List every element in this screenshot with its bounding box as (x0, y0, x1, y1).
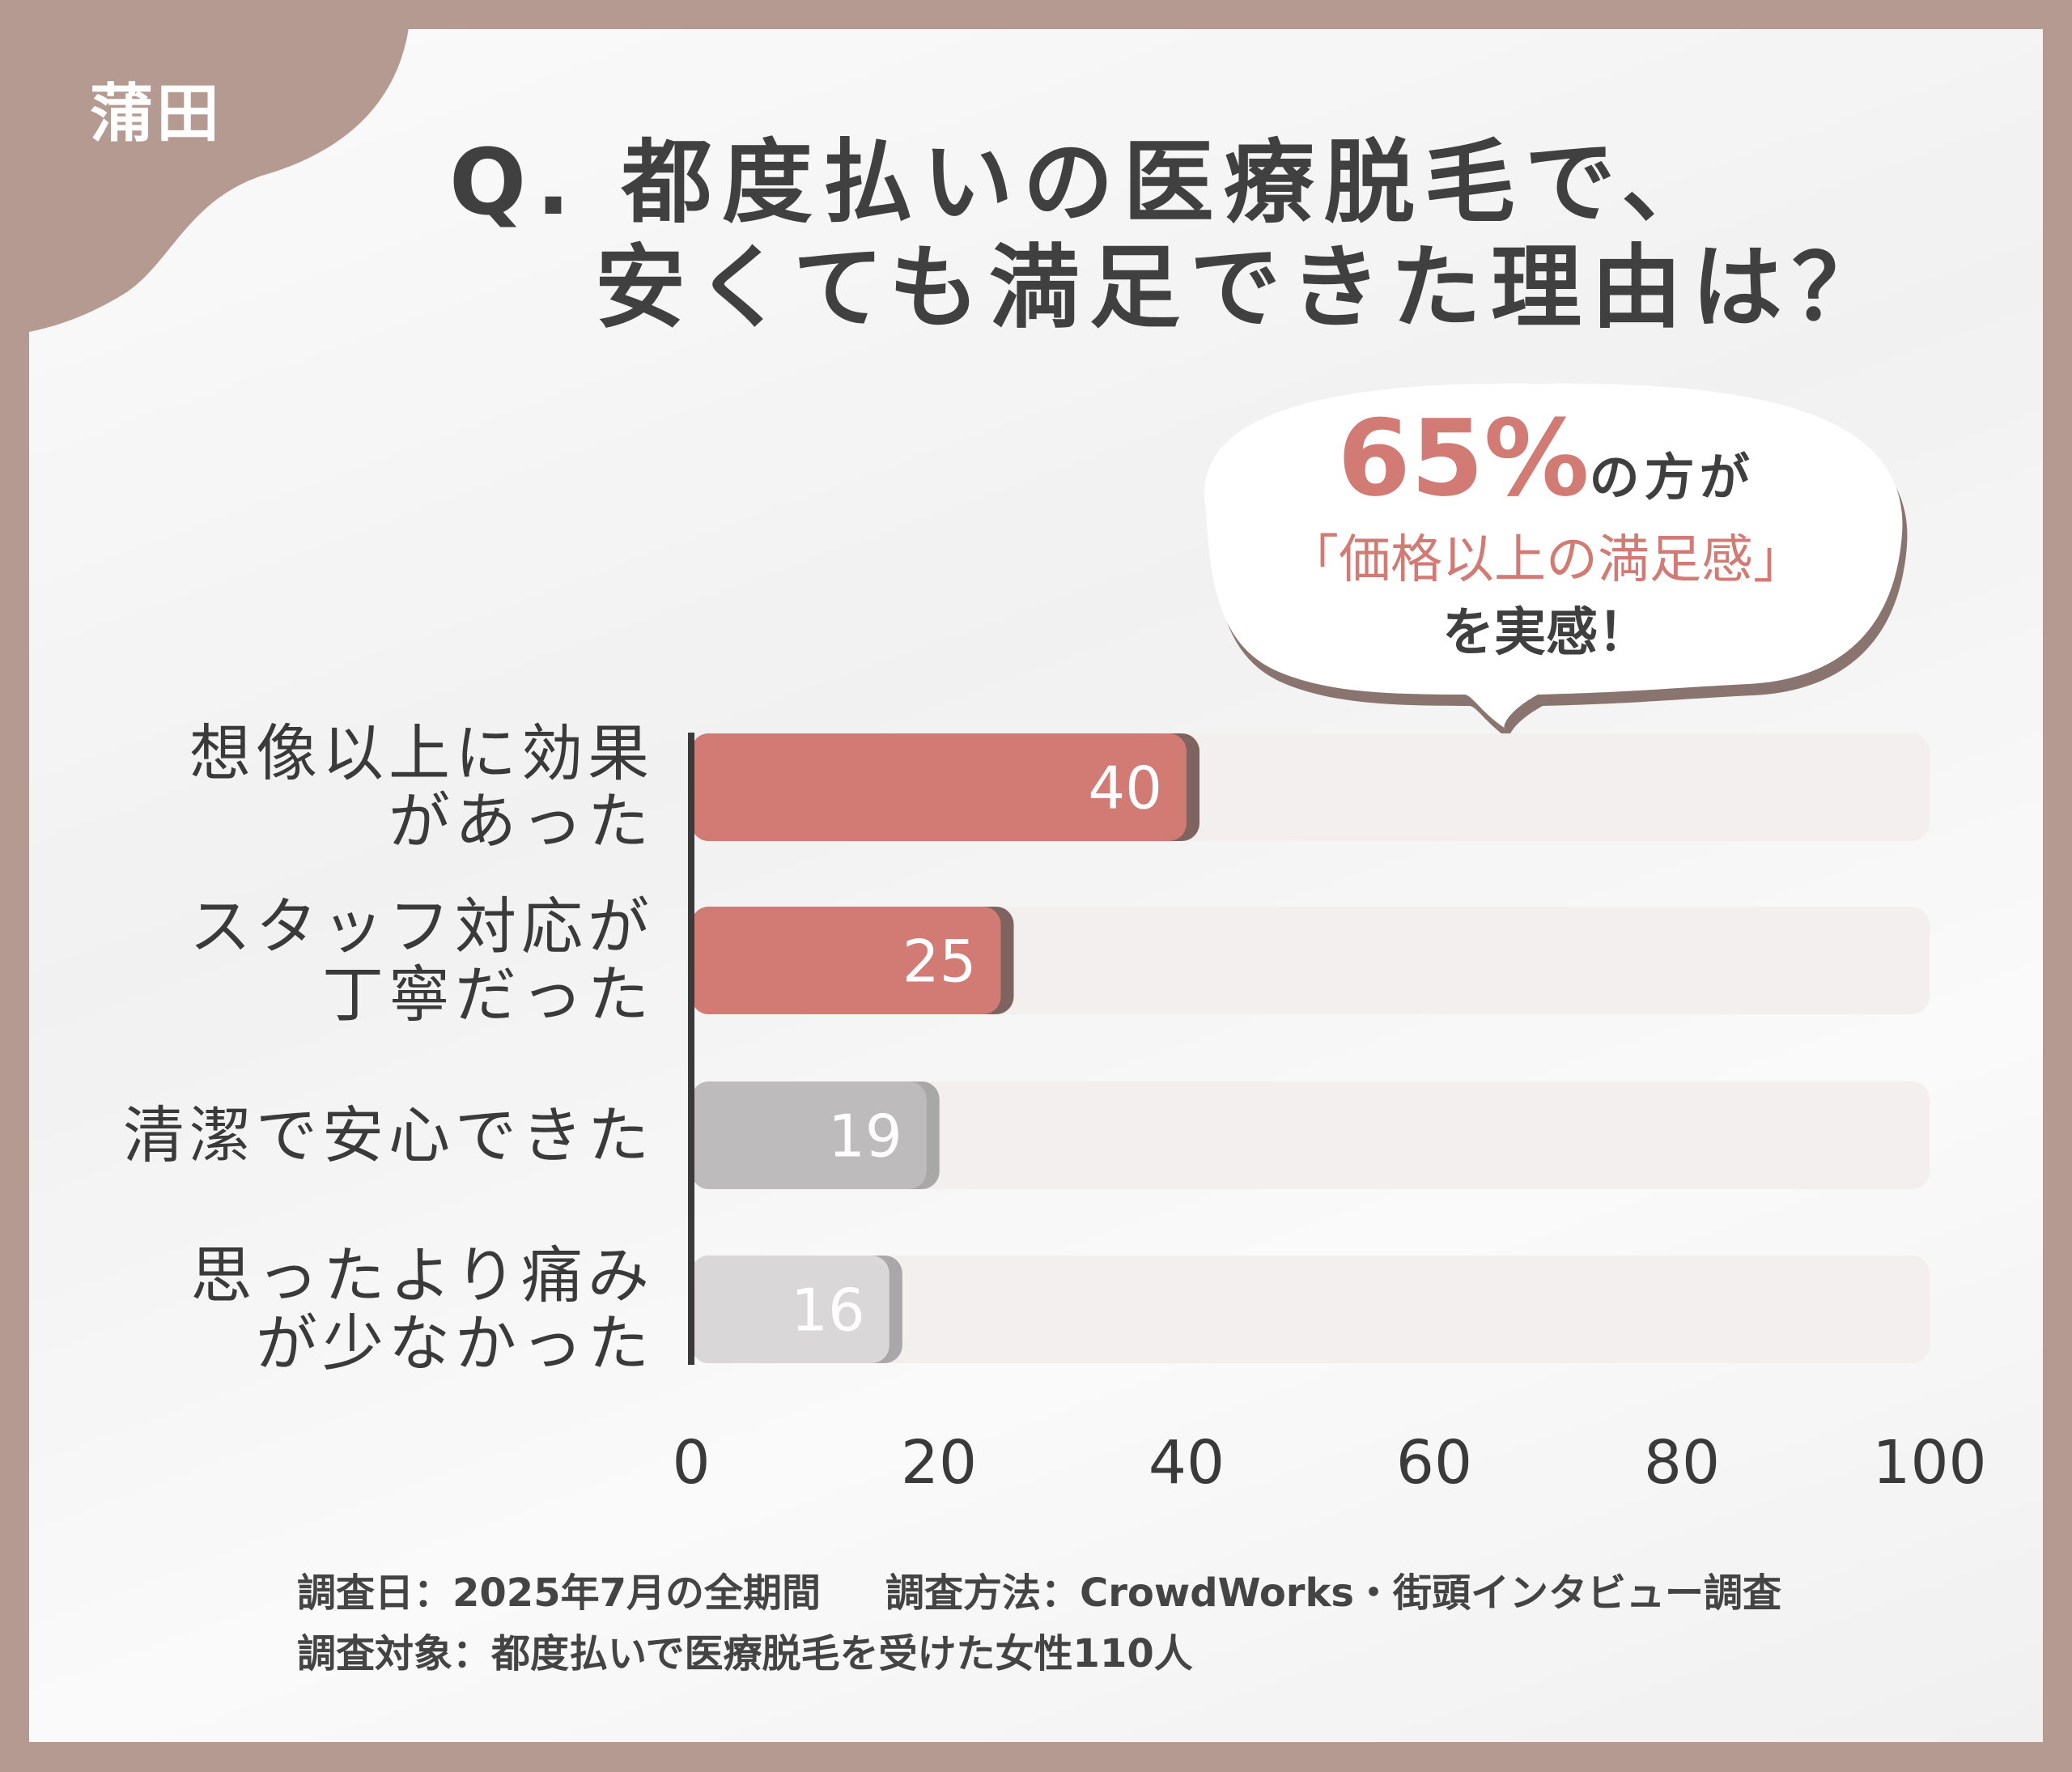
x-tick-label: 20 (901, 1428, 977, 1498)
footer-method: 調査方法：CrowdWorks・街頭インタビュー調査 (885, 1570, 1781, 1616)
chart-panel (29, 29, 2043, 1742)
corner-shape (0, 0, 411, 332)
bar-track (691, 1256, 1930, 1363)
title-line1: Q. 都度払いの医療脱毛で、 (449, 130, 1722, 236)
category-label: 想像以上に効果 があった (189, 716, 654, 857)
footer-target: 調査対象：都度払いで医療脱毛を受けた女性110人 (297, 1631, 1193, 1676)
x-tick-label: 40 (1149, 1428, 1225, 1498)
bar-chart: 40 25 19 16 0 20 40 60 80 100 (672, 733, 1987, 1498)
callout-percent: 65% (1337, 397, 1590, 520)
x-tick-label: 60 (1396, 1428, 1472, 1498)
category-label: スタッフ対応が 丁寧だった (189, 890, 654, 1030)
area-label: 蒲田 (90, 78, 223, 151)
bar-track (691, 1081, 1930, 1189)
bar (691, 1081, 927, 1189)
x-tick-label: 80 (1644, 1428, 1720, 1498)
bar (691, 733, 1187, 841)
speech-bubble (1204, 383, 1908, 740)
callout-suffix: の方が (1589, 448, 1755, 507)
bar (691, 1256, 890, 1363)
footer-date: 調査日：2025年7月の全期間 (297, 1570, 821, 1616)
category-label: 思ったより痛み が少なかった (190, 1239, 654, 1379)
callout-line1: 65%の方が (1182, 397, 1910, 520)
x-tick-label: 0 (672, 1428, 710, 1498)
bar (691, 907, 1001, 1014)
category-label: 清潔で安心できた (123, 1098, 654, 1171)
callout-line2: 「価格以上の満足感」 (1287, 530, 1805, 590)
bar-value-label: 25 (902, 928, 977, 996)
title-line2: 安くても満足できた理由は？ (595, 236, 1893, 341)
bar-value-label: 40 (1088, 754, 1162, 822)
x-tick-label: 100 (1872, 1428, 1986, 1498)
bar-value-label: 16 (791, 1277, 865, 1345)
callout-line3: を実感！ (1442, 603, 1650, 663)
bar-value-label: 19 (828, 1103, 902, 1171)
